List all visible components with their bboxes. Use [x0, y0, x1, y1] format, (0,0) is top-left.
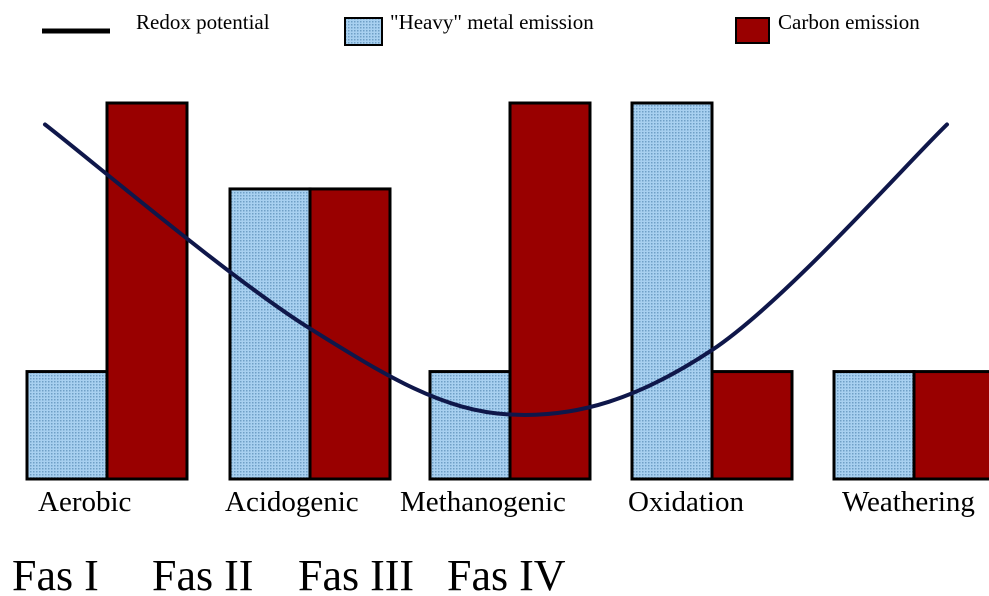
category-label-methanogenic: Methanogenic — [400, 486, 566, 518]
bar-heavy-metal-acidogenic — [228, 187, 312, 481]
phase-label-3: Fas III — [298, 551, 414, 596]
phase-label-4: Fas IV — [447, 551, 566, 596]
bar-carbon-oxidation — [710, 370, 794, 481]
redox-potential-line — [43, 122, 949, 417]
redox-curve — [43, 122, 949, 417]
legend-label-heavy-metal: "Heavy" metal emission — [390, 10, 594, 34]
category-label-weathering: Weathering — [842, 486, 975, 518]
bar-heavy-metal-oxidation — [630, 101, 714, 481]
bar-carbon-weathering — [912, 370, 989, 481]
phase-labels: Fas I Fas II Fas III Fas IV — [12, 551, 566, 596]
bar-heavy-metal-aerobic — [25, 370, 109, 481]
bar-carbon-methanogenic — [508, 101, 592, 481]
legend-swatch-carbon — [735, 17, 770, 44]
category-label-oxidation: Oxidation — [628, 486, 744, 518]
bars — [25, 101, 989, 481]
category-label-aerobic: Aerobic — [38, 486, 131, 518]
phase-label-1: Fas I — [12, 551, 99, 596]
legend: Redox potential "Heavy" metal emission C… — [42, 10, 920, 46]
phase-label-2: Fas II — [152, 551, 253, 596]
legend-swatch-heavy-metal — [344, 17, 383, 46]
bar-carbon-aerobic — [105, 101, 189, 481]
category-label-acidogenic: Acidogenic — [225, 486, 359, 518]
legend-label-redox: Redox potential — [136, 10, 270, 34]
bar-heavy-metal-methanogenic — [428, 370, 512, 481]
bar-carbon-acidogenic — [308, 187, 392, 481]
legend-label-carbon: Carbon emission — [778, 10, 920, 34]
category-labels: Aerobic Acidogenic Methanogenic Oxidation We… — [38, 486, 975, 518]
bar-heavy-metal-weathering — [832, 370, 916, 481]
